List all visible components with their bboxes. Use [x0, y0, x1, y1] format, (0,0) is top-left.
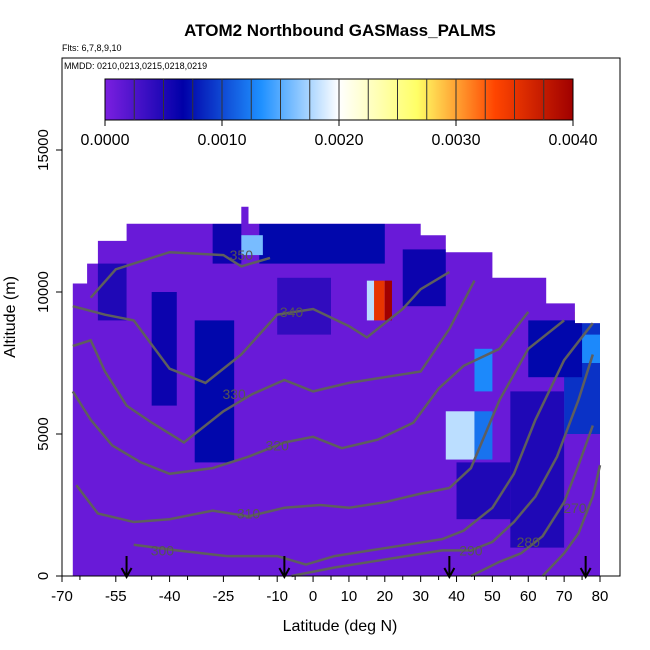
colorbar: 0.0000 0.0010 0.0020 0.0030 0.0040 [81, 78, 598, 149]
flight-marker-arrow [278, 556, 291, 580]
y-tick-label: 10000 [35, 271, 52, 313]
y-tick-label: 0 [35, 572, 52, 580]
heatmap-cell [384, 280, 392, 321]
contour-line-280 [470, 425, 594, 578]
contour-label-300: 300 [151, 542, 175, 558]
y-tick-label: 15000 [35, 129, 52, 171]
y-tick-label: 5000 [35, 417, 52, 450]
contour-label-330: 330 [222, 386, 246, 402]
heatmap-cell [194, 320, 235, 463]
plot-area: 270 280 290 300 310 320 330 340 350 [71, 206, 602, 580]
colorbar-tick-label: 0.0010 [198, 132, 247, 149]
y-axis: 0 5000 10000 15000 [35, 129, 62, 580]
flights-note: Flts: 6,7,8,9,10 [62, 43, 122, 53]
contour-label-340: 340 [280, 304, 304, 320]
contour-line-300 [133, 322, 594, 566]
contour-line-310 [75, 319, 565, 524]
chart-title: ATOM2 Northbound GASMass_PALMS [184, 21, 496, 40]
heatmap-cell [241, 235, 263, 256]
x-tick-label: 50 [484, 588, 501, 605]
colorbar-tick-label: 0.0030 [432, 132, 481, 149]
x-tick-label: 40 [448, 588, 465, 605]
heatmap-cell [277, 277, 331, 335]
dates-note: MMDD: 0210,0213,0215,0218,0219 [64, 61, 207, 71]
colorbar-tick-label: 0.0000 [81, 132, 130, 149]
contour-label-350: 350 [230, 247, 254, 263]
contour-line-290 [291, 354, 594, 578]
contour-label-270: 270 [563, 500, 587, 516]
contour-line-340 [72, 271, 451, 385]
x-tick-label: 20 [376, 588, 393, 605]
x-tick-label: 80 [592, 588, 609, 605]
plot-frame [61, 57, 621, 577]
contour-label-290: 290 [459, 542, 483, 558]
colorbar-tick-label: 0.0040 [549, 132, 598, 149]
x-tick-label: -40 [159, 588, 181, 605]
x-tick-label: 60 [520, 588, 537, 605]
contour-line-330 [72, 280, 476, 445]
contour-label-310: 310 [237, 506, 261, 522]
contour-line-320 [71, 311, 530, 476]
contour-line-270 [541, 464, 602, 577]
x-tick-label: -70 [51, 588, 73, 605]
x-tick-label: 10 [341, 588, 358, 605]
flight-marker-arrow [443, 556, 456, 580]
heatmap-cell [445, 411, 475, 460]
heatmap-cell [374, 280, 385, 321]
x-tick-label: 0 [309, 588, 317, 605]
x-axis-label: Latitude (deg N) [283, 618, 398, 635]
heatmap-cell [259, 223, 385, 264]
flight-marker-arrow [120, 556, 133, 580]
y-axis-label: Altitude (m) [2, 276, 19, 358]
x-axis: -70 -55 -40 -25 -10 0 10 20 30 40 50 60 70 80 [51, 576, 608, 605]
x-tick-label: -25 [213, 588, 235, 605]
x-tick-label: 30 [412, 588, 429, 605]
contour-label-320: 320 [266, 437, 290, 453]
x-tick-label: -10 [266, 588, 288, 605]
colorbar-tick-label: 0.0020 [315, 132, 364, 149]
contour-line-350 [89, 250, 271, 299]
x-tick-label: 70 [556, 588, 573, 605]
x-tick-label: -55 [105, 588, 127, 605]
contour-label-280: 280 [517, 534, 541, 550]
flight-marker-arrow [579, 556, 592, 580]
heatmap-cell [366, 280, 375, 321]
